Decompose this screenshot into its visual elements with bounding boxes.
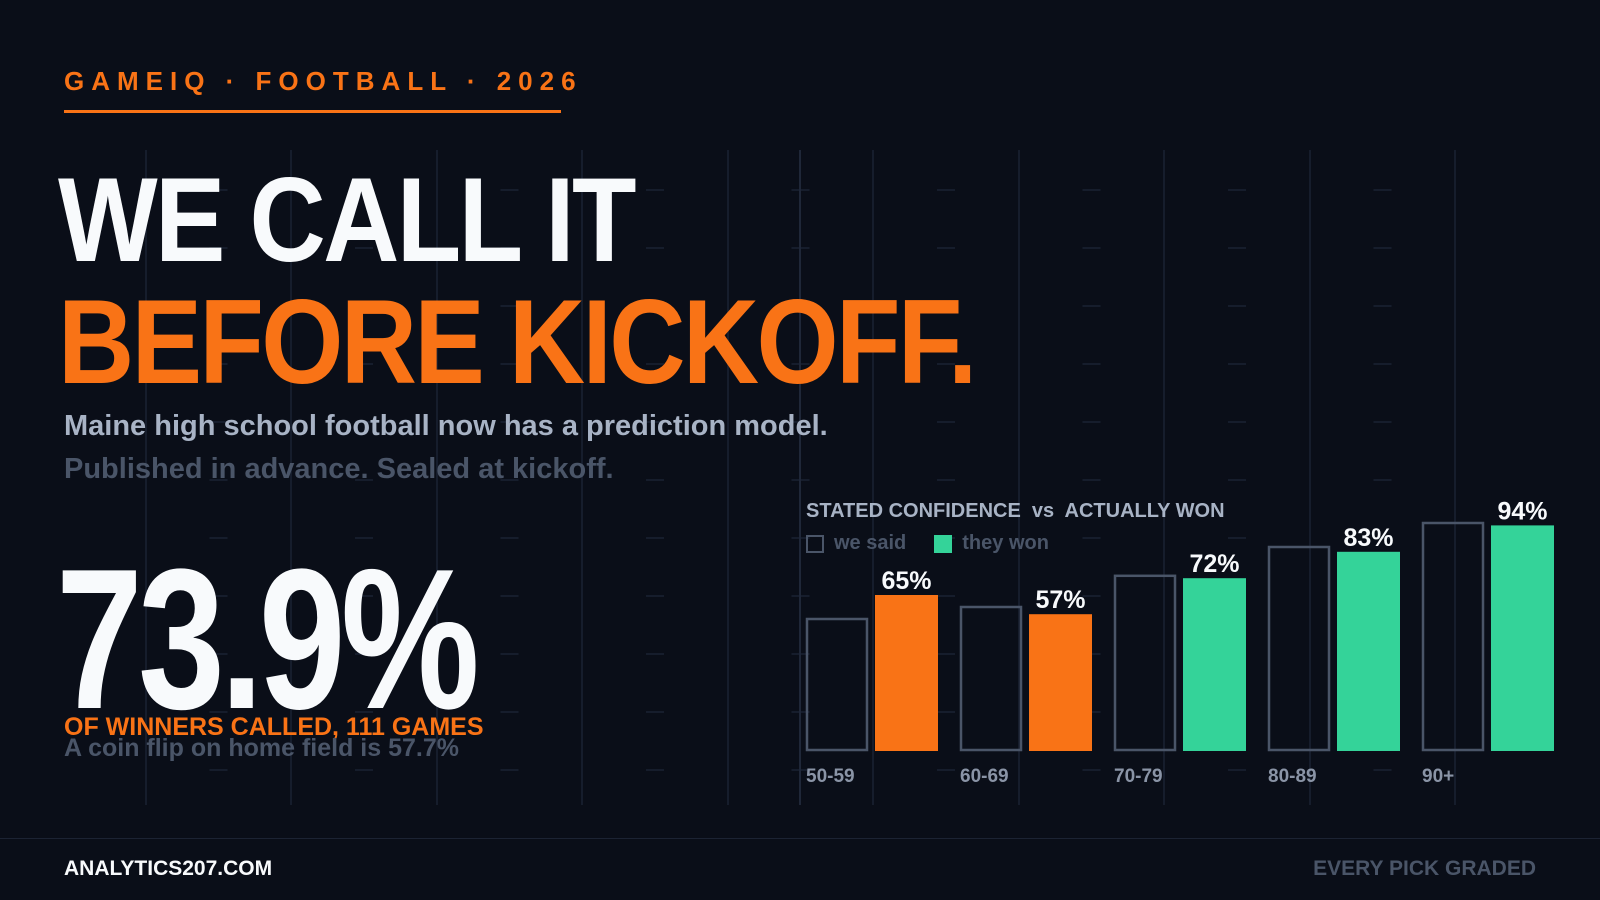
footer-tagline: EVERY PICK GRADED xyxy=(1313,857,1536,880)
bar-we-said-90+ xyxy=(1421,521,1485,752)
bar-value-label: 57% xyxy=(1035,586,1085,614)
x-tick-label: 80-89 xyxy=(1268,766,1317,787)
bar-we-said-50-59 xyxy=(805,617,869,752)
bar-value-label: 83% xyxy=(1343,524,1393,552)
accuracy-stat-label: OF WINNERS CALLED, 111 GAMES xyxy=(64,713,484,741)
chart-legend: we said they won xyxy=(806,532,1077,555)
bar-they-won-80-89 xyxy=(1337,551,1400,751)
bar-value-label: 94% xyxy=(1497,497,1547,525)
x-tick-label: 90+ xyxy=(1422,766,1454,787)
eyebrow-title: GAMEIQ · FOOTBALL · 2026 xyxy=(64,66,583,96)
bar-value-label: 65% xyxy=(881,567,931,595)
footer-divider xyxy=(0,838,1600,839)
legend-swatch-they-won xyxy=(934,534,953,553)
bar-we-said-70-79 xyxy=(1113,574,1177,752)
bar-they-won-50-59 xyxy=(875,595,938,751)
bar-we-said-80-89 xyxy=(1267,545,1331,752)
chart-title: STATED CONFIDENCE vs ACTUALLY WON xyxy=(806,500,1225,522)
bar-we-said-60-69 xyxy=(959,605,1023,752)
baseline-note: A coin flip on home field is 57.7% xyxy=(64,734,459,762)
x-tick-label: 50-59 xyxy=(806,766,855,787)
headline-line-2: BEFORE KICKOFF. xyxy=(58,275,977,409)
subheadline-primary: Maine high school football now has a pre… xyxy=(64,410,828,442)
legend-swatch-we-said xyxy=(806,534,824,553)
bar-they-won-60-69 xyxy=(1029,614,1092,751)
legend-label-they-won: they won xyxy=(962,532,1049,554)
bar-they-won-90+ xyxy=(1491,525,1554,751)
accuracy-stat-value: 73.9% xyxy=(56,528,480,751)
eyebrow-underline xyxy=(64,110,561,113)
x-tick-label: 60-69 xyxy=(960,766,1009,787)
headline-line-1: WE CALL IT xyxy=(58,153,636,287)
footer-site-url: ANALYTICS207.COM xyxy=(64,857,273,880)
legend-label-we-said: we said xyxy=(834,532,907,554)
bar-they-won-70-79 xyxy=(1183,578,1246,751)
subheadline-secondary: Published in advance. Sealed at kickoff. xyxy=(64,453,614,485)
bar-value-label: 72% xyxy=(1189,550,1239,578)
x-tick-label: 70-79 xyxy=(1114,766,1163,787)
